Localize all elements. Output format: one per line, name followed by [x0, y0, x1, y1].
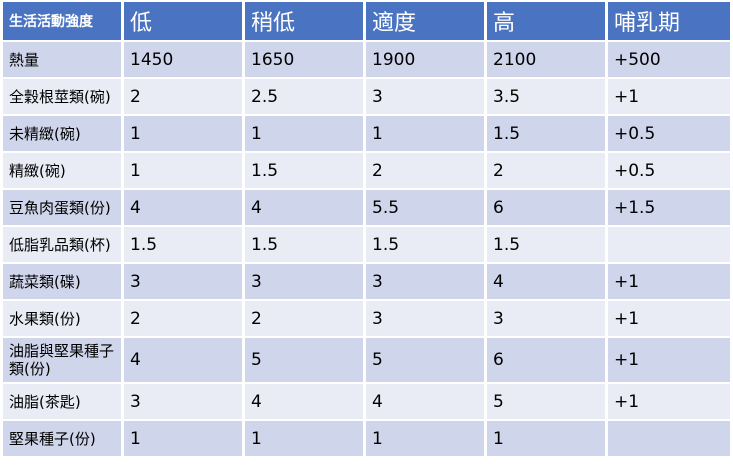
table-cell: 1 — [487, 421, 605, 456]
table-cell: 2100 — [487, 42, 605, 77]
table-cell: +0.5 — [608, 116, 730, 151]
table-cell: 3 — [124, 264, 242, 299]
table-cell: 4 — [366, 384, 484, 419]
table-cell: 4 — [124, 338, 242, 382]
table-cell: 2 — [487, 153, 605, 188]
table-cell: 4 — [487, 264, 605, 299]
table-cell: 1 — [366, 421, 484, 456]
table-cell: 1 — [245, 116, 363, 151]
row-label: 油脂與堅果種子類(份) — [3, 338, 121, 382]
table-cell: 3.5 — [487, 79, 605, 114]
table-cell: 3 — [124, 384, 242, 419]
table-cell: 1.5 — [366, 227, 484, 262]
header-col-slightly-low: 稍低 — [245, 2, 363, 40]
table-cell: 6 — [487, 338, 605, 382]
table-cell: 1 — [124, 153, 242, 188]
table-cell: 3 — [245, 264, 363, 299]
table-row: 精緻(碗) 1 1.5 2 2 +0.5 — [3, 153, 730, 188]
table-cell: 5.5 — [366, 190, 484, 225]
row-label: 蔬菜類(碟) — [3, 264, 121, 299]
table-cell: 6 — [487, 190, 605, 225]
table-cell: 1.5 — [487, 116, 605, 151]
table-cell: 5 — [487, 384, 605, 419]
table-cell: +1 — [608, 384, 730, 419]
nutrition-table: 生活活動強度 低 稍低 適度 高 哺乳期 熱量 1450 1650 1900 2… — [3, 2, 730, 456]
table-cell: 3 — [366, 79, 484, 114]
table-cell: 5 — [245, 338, 363, 382]
table-row: 堅果種子(份) 1 1 1 1 — [3, 421, 730, 456]
table-cell: 2 — [124, 79, 242, 114]
table-cell — [608, 227, 730, 262]
table-cell: 1 — [124, 116, 242, 151]
table-cell: 1 — [366, 116, 484, 151]
header-row: 生活活動強度 低 稍低 適度 高 哺乳期 — [3, 2, 730, 40]
table-cell: 3 — [366, 301, 484, 336]
header-corner: 生活活動強度 — [3, 2, 121, 40]
table-cell: 4 — [124, 190, 242, 225]
row-label: 全穀根莖類(碗) — [3, 79, 121, 114]
table-cell: 4 — [245, 384, 363, 419]
row-label: 低脂乳品類(杯) — [3, 227, 121, 262]
table-cell: 5 — [366, 338, 484, 382]
table-row: 油脂(茶匙) 3 4 4 5 +1 — [3, 384, 730, 419]
table-row: 未精緻(碗) 1 1 1 1.5 +0.5 — [3, 116, 730, 151]
row-label: 豆魚肉蛋類(份) — [3, 190, 121, 225]
table-row: 油脂與堅果種子類(份) 4 5 5 6 +1 — [3, 338, 730, 382]
table-row: 蔬菜類(碟) 3 3 3 4 +1 — [3, 264, 730, 299]
table-cell: +1 — [608, 338, 730, 382]
table-cell: 1900 — [366, 42, 484, 77]
row-label: 精緻(碗) — [3, 153, 121, 188]
table-cell: 1450 — [124, 42, 242, 77]
table-cell — [608, 421, 730, 456]
table-cell: +1 — [608, 79, 730, 114]
row-label: 油脂(茶匙) — [3, 384, 121, 419]
table-cell: 1.5 — [487, 227, 605, 262]
row-label: 水果類(份) — [3, 301, 121, 336]
table-row: 水果類(份) 2 2 3 3 +1 — [3, 301, 730, 336]
table-cell: +1.5 — [608, 190, 730, 225]
table-cell: +1 — [608, 264, 730, 299]
table-cell: 1650 — [245, 42, 363, 77]
table-cell: 3 — [487, 301, 605, 336]
table-cell: 1.5 — [245, 153, 363, 188]
table-cell: 2 — [124, 301, 242, 336]
row-label: 熱量 — [3, 42, 121, 77]
table-cell: 2.5 — [245, 79, 363, 114]
table-row: 低脂乳品類(杯) 1.5 1.5 1.5 1.5 — [3, 227, 730, 262]
table-cell: 4 — [245, 190, 363, 225]
header-col-lactation: 哺乳期 — [608, 2, 730, 40]
table-row: 熱量 1450 1650 1900 2100 +500 — [3, 42, 730, 77]
table-cell: 2 — [245, 301, 363, 336]
row-label: 堅果種子(份) — [3, 421, 121, 456]
table-cell: 1.5 — [124, 227, 242, 262]
row-label: 未精緻(碗) — [3, 116, 121, 151]
table-cell: 1 — [124, 421, 242, 456]
table-cell: 3 — [366, 264, 484, 299]
header-col-low: 低 — [124, 2, 242, 40]
table-cell: +500 — [608, 42, 730, 77]
table-cell: 2 — [366, 153, 484, 188]
table-cell: +0.5 — [608, 153, 730, 188]
header-col-high: 高 — [487, 2, 605, 40]
table-cell: 1 — [245, 421, 363, 456]
table-row: 全穀根莖類(碗) 2 2.5 3 3.5 +1 — [3, 79, 730, 114]
table-row: 豆魚肉蛋類(份) 4 4 5.5 6 +1.5 — [3, 190, 730, 225]
table-cell: 1.5 — [245, 227, 363, 262]
header-col-moderate: 適度 — [366, 2, 484, 40]
table-cell: +1 — [608, 301, 730, 336]
